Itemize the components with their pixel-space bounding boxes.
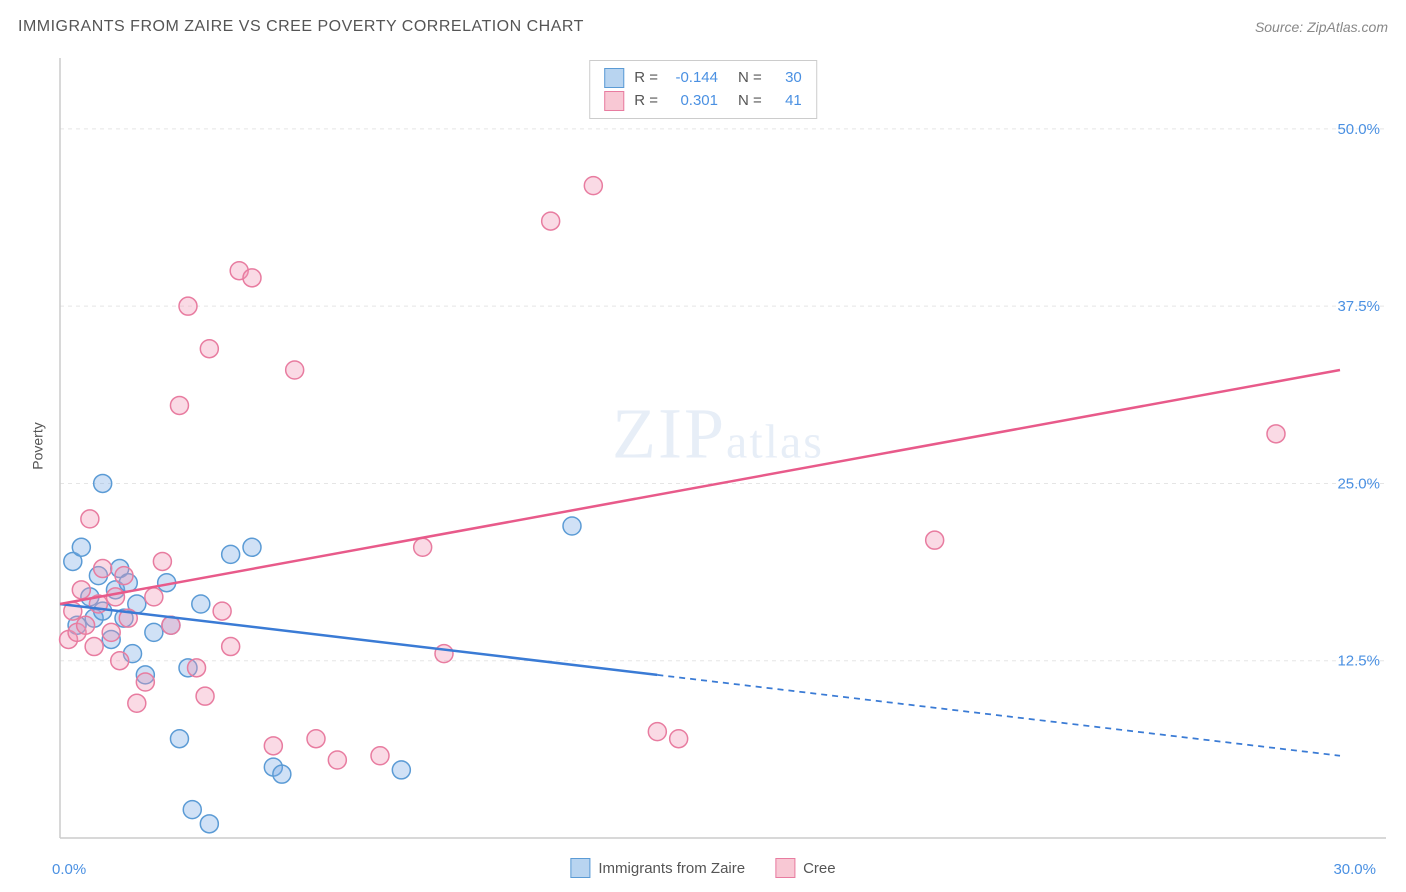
r-label: R = [634,67,658,90]
r-value-cree: 0.301 [668,90,718,113]
legend-label-cree: Cree [803,860,836,877]
legend-row-cree: R = 0.301 N = 41 [604,90,802,113]
legend-swatch-cree-icon [775,858,795,878]
n-label: N = [738,90,762,113]
svg-text:37.5%: 37.5% [1337,298,1380,315]
chart-header: IMMIGRANTS FROM ZAIRE VS CREE POVERTY CO… [18,18,1388,36]
n-label: N = [738,67,762,90]
legend-item-cree: Cree [775,858,836,878]
series-legend: Immigrants from Zaire Cree [570,858,835,878]
svg-text:50.0%: 50.0% [1337,121,1380,138]
chart-title: IMMIGRANTS FROM ZAIRE VS CREE POVERTY CO… [18,18,584,36]
x-axis-tick-min: 0.0% [52,861,86,878]
legend-label-zaire: Immigrants from Zaire [598,860,745,877]
r-value-zaire: -0.144 [668,67,718,90]
x-axis-tick-max: 30.0% [1333,861,1376,878]
legend-swatch-zaire-icon [570,858,590,878]
n-value-zaire: 30 [772,67,802,90]
legend-row-zaire: R = -0.144 N = 30 [604,67,802,90]
chart-plot-area: ZIPatlas 12.5%25.0%37.5%50.0% [50,58,1386,842]
n-value-cree: 41 [772,90,802,113]
legend-swatch-cree [604,91,624,111]
legend-item-zaire: Immigrants from Zaire [570,858,745,878]
svg-text:12.5%: 12.5% [1337,653,1380,670]
y-axis-label: Poverty [30,422,46,469]
source-attribution: Source: ZipAtlas.com [1255,19,1388,35]
legend-swatch-zaire [604,68,624,88]
correlation-legend: R = -0.144 N = 30 R = 0.301 N = 41 [589,60,817,119]
scatter-chart-svg: 12.5% 25.0% 37.5% 50.0% [50,58,1386,842]
svg-text:25.0%: 25.0% [1337,475,1380,492]
r-label: R = [634,90,658,113]
